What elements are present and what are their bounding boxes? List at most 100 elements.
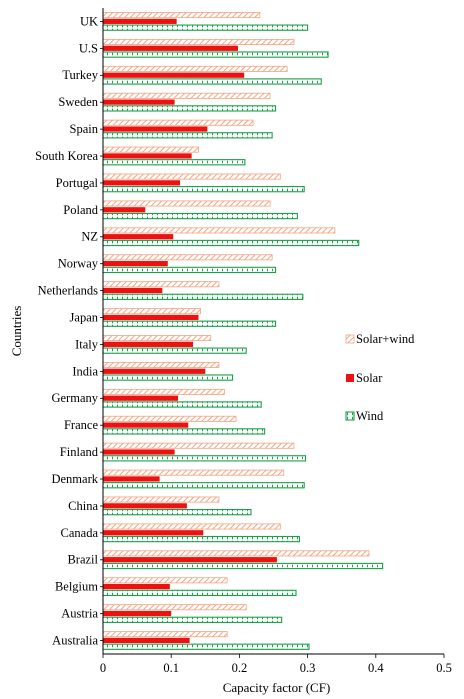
bar-solar-austria: [103, 610, 172, 617]
category-label: Austria: [61, 607, 98, 621]
bar-solar-nz: [103, 234, 174, 240]
category-label: Spain: [70, 122, 99, 136]
category-label: Norway: [58, 257, 99, 271]
bar-solar-italy: [103, 341, 194, 347]
bar-wind-china: [102, 509, 252, 516]
category-label: Sweden: [58, 95, 98, 109]
bar-solar-spain: [103, 126, 208, 132]
category-label: Canada: [61, 526, 99, 540]
bar-solar-wind-austria: [102, 604, 247, 611]
bar-solar-wind-norway: [102, 254, 273, 261]
y-axis-title: Countries: [9, 306, 24, 357]
category-label: South Korea: [35, 149, 98, 163]
bar-solar-south-korea: [103, 153, 192, 159]
bar-solar-wind-brazil: [102, 550, 370, 557]
bar-solar-france: [103, 422, 189, 428]
bar-solar-wind-sweden: [102, 92, 271, 99]
bar-wind-spain: [102, 132, 273, 139]
legend-swatch-wind: [345, 411, 355, 421]
category-label: Portugal: [56, 176, 99, 190]
bar-wind-austria: [102, 616, 283, 623]
category-label: Turkey: [62, 68, 98, 82]
bar-wind-france: [102, 428, 266, 435]
category-label: Australia: [52, 633, 98, 647]
bar-wind-india: [102, 374, 234, 381]
bar-wind-belgium: [102, 589, 297, 597]
category-label: Germany: [51, 391, 98, 405]
bar-solar-uk: [103, 18, 177, 24]
x-tick-label: 0.3: [300, 661, 316, 675]
bar-solar-belgium: [103, 584, 170, 590]
bar-solar-wind-portugal: [102, 173, 281, 180]
bar-wind-poland: [102, 212, 298, 220]
bar-wind-nz: [102, 239, 360, 247]
category-label: Italy: [75, 337, 99, 351]
legend-label: Solar: [356, 371, 383, 385]
bar-solar-wind-france: [102, 415, 237, 422]
bar-solar-wind-netherlands: [102, 281, 220, 288]
bar-wind-turkey: [102, 78, 322, 85]
bar-wind-germany: [102, 401, 262, 408]
bar-wind-norway: [102, 266, 277, 274]
bar-solar-wind-spain: [102, 119, 254, 126]
bar-solar-wind-poland: [102, 200, 271, 207]
bar-solar-sweden: [103, 99, 175, 105]
bar-solar-wind-south-korea: [102, 146, 199, 153]
bar-wind-netherlands: [102, 293, 304, 300]
bar-solar-wind-canada: [102, 523, 281, 530]
bar-solar-wind-japan: [102, 308, 201, 315]
bar-solar-poland: [103, 207, 146, 213]
bar-solar-norway: [103, 261, 168, 267]
bar-wind-japan: [102, 320, 277, 327]
bar-solar-australia: [103, 637, 190, 644]
category-label: Brazil: [67, 553, 98, 567]
bar-solar-finland: [103, 449, 175, 455]
legend: Solar+wind Solar Wind: [345, 332, 415, 423]
bar-solar-brazil: [103, 557, 277, 563]
bar-solar-denmark: [103, 476, 160, 482]
axes: UK U.S Turkey Sweden Spain South Korea Portuga…: [9, 8, 452, 695]
bar-solar-wind-india: [102, 361, 220, 368]
legend-swatch-solar-wind: [345, 334, 355, 344]
bar-wind-sweden: [102, 105, 277, 112]
bar-solar-wind-u-s: [102, 38, 295, 45]
category-label: Denmark: [51, 472, 98, 486]
x-tick-label: 0.5: [436, 661, 452, 675]
category-label: U.S: [79, 41, 98, 55]
bar-wind-portugal: [102, 186, 305, 193]
bar-solar-portugal: [103, 180, 181, 186]
bar-solar-germany: [103, 395, 179, 401]
category-label: China: [68, 499, 98, 513]
legend-label: Wind: [356, 409, 384, 423]
bar-solar-wind-uk: [102, 12, 261, 19]
bar-solar-china: [103, 503, 187, 509]
bar-solar-wind-italy: [102, 335, 212, 342]
bar-wind-canada: [102, 535, 300, 543]
category-label: NZ: [81, 230, 98, 244]
category-label: Belgium: [55, 580, 98, 594]
bar-solar-wind-australia: [102, 631, 228, 638]
bar-wind-denmark: [102, 482, 305, 489]
category-label: Japan: [70, 310, 99, 324]
bar-wind-u-s: [102, 51, 329, 58]
x-tick-label: 0.4: [368, 661, 384, 675]
x-tick-label: 0: [100, 661, 106, 675]
bar-solar-japan: [103, 314, 199, 321]
legend-label: Solar+wind: [356, 332, 415, 346]
bar-solar-india: [103, 368, 206, 374]
bar-solar-wind-finland: [102, 442, 295, 449]
bar-solar-wind-china: [102, 496, 220, 503]
bar-wind-south-korea: [102, 159, 246, 166]
category-label: Poland: [63, 203, 98, 217]
category-label: India: [72, 364, 98, 378]
bar-solar-u-s: [103, 45, 239, 51]
bar-wind-finland: [102, 455, 307, 462]
bar-wind-brazil: [102, 562, 384, 570]
bar-solar-netherlands: [103, 287, 163, 294]
category-label: Netherlands: [38, 284, 99, 298]
bar-solar-wind-germany: [102, 388, 225, 395]
bar-solar-wind-denmark: [102, 469, 285, 476]
category-label: UK: [80, 14, 98, 28]
